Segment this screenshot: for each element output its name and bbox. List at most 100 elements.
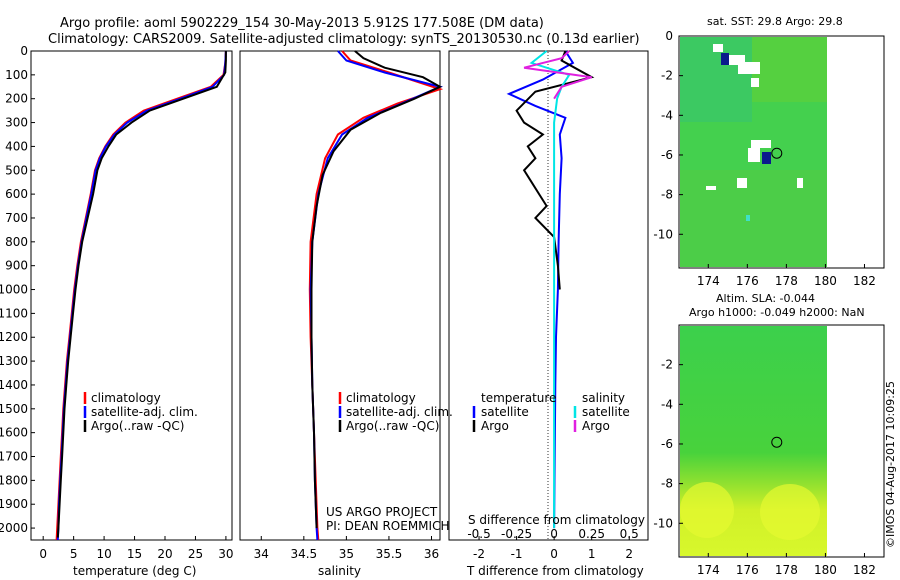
x2-tick-label: 0.5 [620, 527, 639, 541]
sst-cloud-mask [725, 55, 745, 65]
difference-panel-frame [448, 50, 649, 541]
sst-cloud-mask [737, 178, 747, 188]
sst-cold-cell [721, 53, 729, 65]
sst-cloud-mask [748, 148, 760, 162]
x-tick-label: 25 [188, 547, 203, 561]
sla-high-patch [760, 484, 820, 540]
climatology-line [55, 50, 227, 541]
climatology-line [308, 50, 444, 541]
sst-cloud-mask [751, 140, 771, 148]
sla-high-patch [680, 482, 734, 538]
x-tick-label: 20 [157, 547, 172, 561]
sla-map: Altim. SLA: -0.044 Argo h1000: -0.049 h2… [653, 292, 885, 577]
y-tick-label: 1400 [0, 378, 28, 392]
s-difference-axis-label: S difference from climatology [468, 513, 645, 527]
t-difference-axis-label: T difference from climatology [466, 564, 644, 578]
y-tick-label: 900 [5, 259, 28, 273]
legend-temperature-title: temperature [481, 391, 556, 405]
x2-tick-label: -0.5 [467, 527, 490, 541]
x-tick-label: 10 [96, 547, 111, 561]
temperature-panel-frame [30, 50, 233, 541]
x-tick-label: 30 [218, 547, 233, 561]
y-tick-label: 1200 [0, 330, 28, 344]
lat-tick-label: -6 [661, 437, 673, 451]
y-tick-label: 1800 [0, 473, 28, 487]
lon-tick-label: 180 [814, 274, 837, 288]
y-tick-label: 0 [20, 44, 28, 58]
y-tick-label: 300 [5, 116, 28, 130]
lon-tick-label: 180 [814, 563, 837, 577]
imos-stamp: ©IMOS 04-Aug-2017 10:09:25 [884, 381, 897, 548]
y-tick-label: 400 [5, 139, 28, 153]
x-tick-label: 36 [424, 547, 439, 561]
legend-argo-label: Argo(..raw -QC) [91, 419, 184, 433]
x-tick-label: 5 [70, 547, 78, 561]
lon-tick-label: 176 [736, 563, 759, 577]
y-tick-label: 800 [5, 235, 28, 249]
lon-tick-label: 182 [853, 274, 876, 288]
satellite-line [309, 50, 444, 541]
legend-argo-label: Argo(..raw -QC) [346, 419, 439, 433]
sst-field [680, 37, 827, 267]
lon-tick-label: 174 [697, 563, 720, 577]
salinity-axis: 34 34.5 35 35.5 36 [254, 536, 439, 561]
y-tick-label: 500 [5, 163, 28, 177]
x-tick-label: 1 [588, 547, 596, 561]
lat-tick-label: -10 [653, 227, 673, 241]
header-line2: Climatology: CARS2009. Satellite-adjuste… [48, 32, 640, 47]
sla-map-subtitle: Argo h1000: -0.049 h2000: NaN [689, 306, 865, 319]
sst-cold-cell [762, 152, 771, 164]
y-tick-label: 1500 [0, 402, 28, 416]
sst-field-patch [752, 37, 827, 102]
temperature-panel: 0100200300400500600700800900100011001200… [0, 44, 234, 578]
salinity-panel: 34 34.5 35 35.5 36 salinity climatology sate… [239, 50, 453, 578]
x-tick-label: 35.5 [376, 547, 403, 561]
y-tick-label: 1000 [0, 283, 28, 297]
x2-tick-label: 0.25 [578, 527, 605, 541]
difference-panel: -2 -1 0 1 2 -0.5 -0.25 0 0.25 0.5 S difference f… [448, 50, 649, 578]
y-tick-label: 200 [5, 92, 28, 106]
lat-tick-label: -8 [661, 477, 673, 491]
lon-tick-label: 174 [697, 274, 720, 288]
s-satellite-line [529, 50, 571, 529]
t-satellite-line [506, 50, 575, 529]
lon-tick-label: 178 [775, 563, 798, 577]
x-tick-label: 34.5 [290, 547, 317, 561]
x-tick-label: -1 [511, 547, 523, 561]
x-tick-label: 35 [339, 547, 354, 561]
x-tick-label: 2 [625, 547, 633, 561]
x-tick-label: -2 [473, 547, 485, 561]
sst-map-title: sat. SST: 29.8 Argo: 29.8 [707, 15, 843, 28]
temperature-axis: 0 5 10 15 20 25 30 [39, 536, 234, 561]
y-tick-label: 1300 [0, 354, 28, 368]
lat-tick-label: -6 [661, 148, 673, 162]
salinity-legend: climatology satellite-adj. clim. Argo(..… [338, 391, 453, 433]
x2-tick-label: 0 [550, 527, 558, 541]
sst-warm-cell [746, 215, 750, 221]
x-tick-label: 15 [127, 547, 142, 561]
salinity-series [308, 50, 444, 541]
lat-tick-label: -4 [661, 108, 673, 122]
salinity-panel-frame [239, 50, 441, 541]
temperature-axis-label: temperature (deg C) [73, 564, 196, 578]
satellite-line [56, 50, 227, 541]
legend-climatology-label: climatology [91, 391, 161, 405]
s-argo-line [523, 50, 593, 100]
legend-satellite-label: satellite-adj. clim. [346, 405, 453, 419]
argo-location-marker [771, 147, 783, 159]
depth-axis: 0 100 200 300 400 500 600 700 800 900 1000 1100 1200… [0, 44, 35, 535]
temperature-legend: climatology satellite-adj. clim. Argo(..… [83, 391, 198, 433]
s-difference-axis: -0.5 -0.25 0 0.25 0.5 [467, 527, 638, 541]
x-tick-label: 0 [39, 547, 47, 561]
sst-field-patch [680, 170, 827, 267]
sst-cloud-mask [738, 62, 760, 74]
legend-t-argo-label: Argo [481, 419, 509, 433]
argo-line [310, 50, 443, 529]
pi-label: PI: DEAN ROEMMICH [326, 519, 449, 533]
lat-tick-label: -2 [661, 358, 673, 372]
legend-satellite-label: satellite-adj. clim. [91, 405, 198, 419]
lat-tick-label: 0 [665, 29, 673, 43]
legend-s-argo-label: Argo [582, 419, 610, 433]
project-label: US ARGO PROJECT [326, 505, 438, 519]
